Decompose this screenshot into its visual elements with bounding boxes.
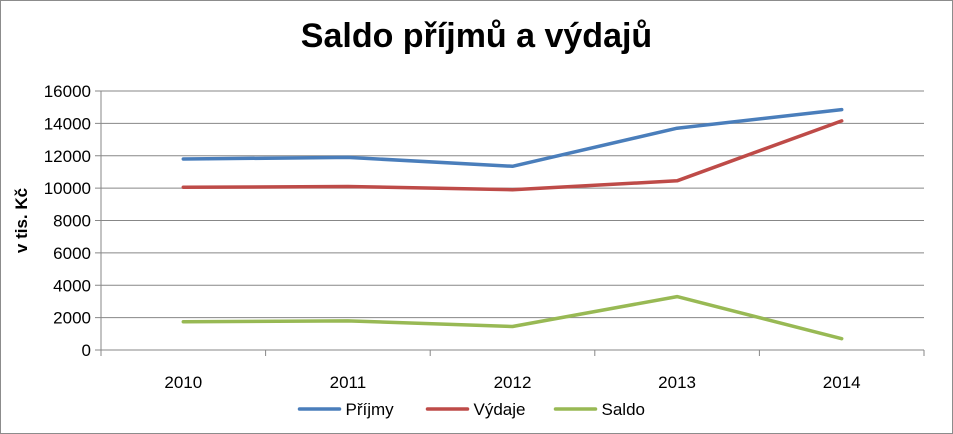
y-axis-label: v tis. Kč xyxy=(12,188,31,253)
y-tick-label: 16000 xyxy=(44,82,91,101)
legend-label: Výdaje xyxy=(474,400,526,419)
x-tick-label: 2013 xyxy=(658,373,696,392)
chart-title: Saldo příjmů a výdajů xyxy=(300,17,653,55)
y-tick-label: 0 xyxy=(82,341,91,360)
series-line-příjmy xyxy=(181,107,844,169)
x-tick-label: 2011 xyxy=(330,373,367,392)
series-line-saldo xyxy=(181,294,844,341)
y-tick-label: 8000 xyxy=(53,212,91,231)
y-tick-label: 14000 xyxy=(44,114,91,133)
x-tick-label: 2014 xyxy=(823,373,861,392)
legend-label: Saldo xyxy=(602,400,645,419)
y-tick-label: 10000 xyxy=(44,179,91,198)
series-line-výdaje xyxy=(181,119,844,192)
y-tick-label: 2000 xyxy=(53,309,91,328)
y-tick-label: 4000 xyxy=(53,276,91,295)
x-tick-label: 2010 xyxy=(164,373,202,392)
y-tick-label: 6000 xyxy=(53,244,91,263)
x-tick-label: 2012 xyxy=(494,373,532,392)
y-tick-label: 12000 xyxy=(44,147,91,166)
legend-label: Příjmy xyxy=(346,400,395,419)
